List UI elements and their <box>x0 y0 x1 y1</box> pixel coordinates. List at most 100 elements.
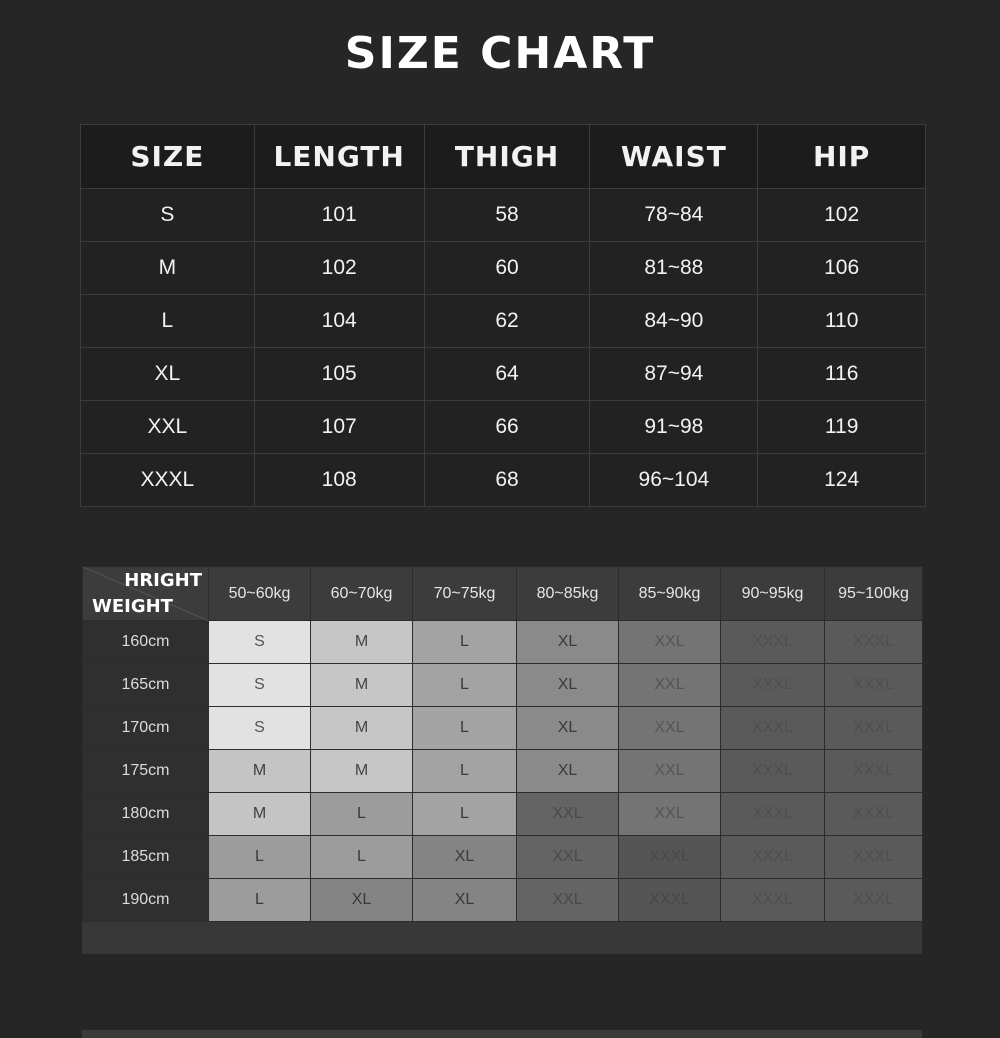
recommended-size-cell: XL <box>516 663 619 707</box>
height-row-label: 170cm <box>82 706 209 750</box>
cell-size: S <box>80 188 255 242</box>
recommended-size-cell: XXXL <box>618 835 721 879</box>
recommended-size-cell: M <box>310 706 413 750</box>
recommended-size-cell: L <box>310 792 413 836</box>
header-thigh: THIGH <box>423 124 591 189</box>
height-row: 160cm S M L XL XXL XXXL XXXL <box>82 620 923 664</box>
size-recommendation-panel: HRIGHT WEIGHT 50~60kg 60~70kg 70~75kg 80~85… <box>82 566 923 954</box>
recommended-size-cell: XXXL <box>824 749 923 793</box>
recommended-size-cell: XXL <box>516 835 619 879</box>
cell-waist: 91~98 <box>589 400 759 454</box>
size-table-row: M 102 60 81~88 106 <box>80 241 926 295</box>
recommended-size-cell: L <box>310 835 413 879</box>
cell-waist: 78~84 <box>589 188 759 242</box>
cell-hip: 106 <box>757 241 926 295</box>
recommended-size-cell: XXXL <box>618 878 721 922</box>
cell-hip: 124 <box>757 453 926 507</box>
size-table-header-row: SIZE LENGTH THIGH WAIST HIP <box>80 124 926 189</box>
cell-waist: 84~90 <box>589 294 759 348</box>
cell-size: L <box>80 294 255 348</box>
cell-hip: 119 <box>757 400 926 454</box>
cell-thigh: 64 <box>423 347 591 401</box>
recommended-size-cell: M <box>310 749 413 793</box>
header-size: SIZE <box>80 124 255 189</box>
weight-column-header: 50~60kg <box>208 566 311 621</box>
bottom-divider-bar <box>82 1030 922 1038</box>
recommended-size-cell: XXXL <box>824 663 923 707</box>
cell-size: XL <box>80 347 255 401</box>
cell-thigh: 60 <box>423 241 591 295</box>
height-row-label: 180cm <box>82 792 209 836</box>
recommended-size-cell: XXL <box>618 749 721 793</box>
recommended-size-cell: L <box>412 706 517 750</box>
cell-length: 107 <box>253 400 425 454</box>
height-row: 185cm L L XL XXL XXXL XXXL XXXL <box>82 835 923 879</box>
weight-column-header: 90~95kg <box>720 566 825 621</box>
cell-waist: 96~104 <box>589 453 759 507</box>
header-hip: HIP <box>757 124 926 189</box>
recommended-size-cell: XXXL <box>720 835 825 879</box>
cell-hip: 102 <box>757 188 926 242</box>
recommended-size-cell: XXXL <box>720 663 825 707</box>
recommended-size-cell: XXL <box>618 706 721 750</box>
recommended-size-cell: XXXL <box>824 706 923 750</box>
cell-thigh: 66 <box>423 400 591 454</box>
recommended-size-cell: XL <box>516 620 619 664</box>
height-row-label: 185cm <box>82 835 209 879</box>
cell-length: 104 <box>253 294 425 348</box>
recommended-size-cell: L <box>208 878 311 922</box>
height-row: 165cm S M L XL XXL XXXL XXXL <box>82 663 923 707</box>
size-table-row: XL 105 64 87~94 116 <box>80 347 926 401</box>
recommended-size-cell: XXL <box>516 792 619 836</box>
recommended-size-cell: XXL <box>618 792 721 836</box>
cell-length: 101 <box>253 188 425 242</box>
page-title: SIZE CHART <box>344 28 656 79</box>
size-table-row: XXL 107 66 91~98 119 <box>80 400 926 454</box>
recommended-size-cell: M <box>208 749 311 793</box>
height-row-label: 160cm <box>82 620 209 664</box>
cell-size: XXXL <box>80 453 255 507</box>
cell-length: 102 <box>253 241 425 295</box>
recommended-size-cell: XXXL <box>720 878 825 922</box>
weight-column-header: 60~70kg <box>310 566 413 621</box>
recommended-size-cell: XXXL <box>824 620 923 664</box>
cell-length: 108 <box>253 453 425 507</box>
recommended-size-cell: XXXL <box>720 706 825 750</box>
recommended-size-cell: S <box>208 663 311 707</box>
recommended-size-cell: L <box>208 835 311 879</box>
recommended-size-cell: XXXL <box>720 620 825 664</box>
height-row: 190cm L XL XL XXL XXXL XXXL XXXL <box>82 878 923 922</box>
recommended-size-cell: M <box>310 620 413 664</box>
cell-size: M <box>80 241 255 295</box>
recommended-size-cell: XL <box>310 878 413 922</box>
recommended-size-cell: M <box>208 792 311 836</box>
header-length: LENGTH <box>253 124 425 189</box>
recommended-size-cell: XL <box>516 706 619 750</box>
cell-thigh: 58 <box>423 188 591 242</box>
recommended-size-cell: L <box>412 792 517 836</box>
height-row-label: 165cm <box>82 663 209 707</box>
recommended-size-cell: XXXL <box>720 792 825 836</box>
recommended-size-cell: L <box>412 663 517 707</box>
corner-header-cell: HRIGHT WEIGHT <box>82 566 209 621</box>
height-weight-table: HRIGHT WEIGHT 50~60kg 60~70kg 70~75kg 80~85… <box>82 566 923 922</box>
height-row-label: 190cm <box>82 878 209 922</box>
size-table-row: XXXL 108 68 96~104 124 <box>80 453 926 507</box>
corner-weight-label: WEIGHT <box>92 596 173 617</box>
recommended-size-cell: XXXL <box>824 835 923 879</box>
size-table-row: S 101 58 78~84 102 <box>80 188 926 242</box>
size-table-row: L 104 62 84~90 110 <box>80 294 926 348</box>
recommended-size-cell: XL <box>412 878 517 922</box>
recommended-size-cell: XXXL <box>720 749 825 793</box>
size-measurement-table: SIZE LENGTH THIGH WAIST HIP S 101 58 78~84 1… <box>80 124 926 507</box>
recommended-size-cell: S <box>208 706 311 750</box>
corner-height-label: HRIGHT <box>124 570 202 591</box>
weight-column-header: 80~85kg <box>516 566 619 621</box>
height-row: 170cm S M L XL XXL XXXL XXXL <box>82 706 923 750</box>
height-row: 180cm M L L XXL XXL XXXL XXXL <box>82 792 923 836</box>
recommended-size-cell: XXL <box>618 620 721 664</box>
height-row-label: 175cm <box>82 749 209 793</box>
recommended-size-cell: XL <box>516 749 619 793</box>
recommended-size-cell: M <box>310 663 413 707</box>
recommended-size-cell: L <box>412 620 517 664</box>
